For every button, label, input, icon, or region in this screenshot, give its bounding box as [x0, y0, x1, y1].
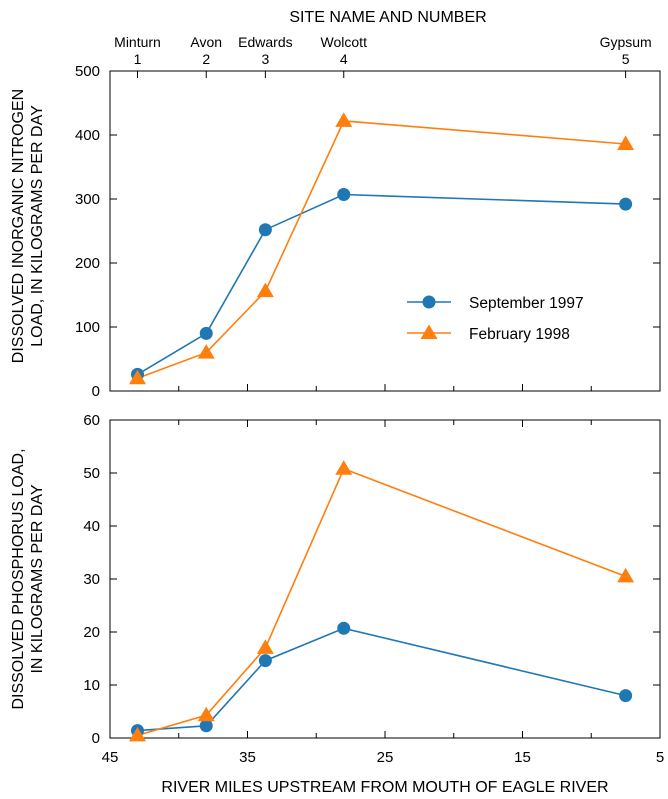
phosphorus-february-point: [197, 706, 215, 722]
nitrogen-y-tick-label: 500: [75, 63, 100, 80]
x-tick-label: 25: [377, 749, 394, 766]
x-axis-label: RIVER MILES UPSTREAM FROM MOUTH OF EAGLE…: [161, 779, 608, 796]
phosphorus-y-tick-label: 50: [83, 465, 100, 482]
nitrogen-september-point: [199, 326, 213, 340]
phosphorus-september-point: [619, 689, 633, 703]
site-number-label: 5: [622, 51, 630, 67]
phosphorus-panel: 0 10 20 30 40 50 60 45 35 25 15 5 DISSOLVED PHOSPHO…: [10, 412, 664, 796]
nitrogen-y-tick-label: 200: [75, 255, 100, 272]
nitrogen-y-axis-label-line-1: DISSOLVED INORGANIC NITROGEN: [10, 89, 27, 363]
nitrogen-february-point: [617, 135, 635, 150]
phosphorus-y-tick-label: 30: [83, 571, 100, 588]
phosphorus-y-axis-label-line-2: IN KILOGRAMS PER DAY: [29, 484, 46, 673]
nitrogen-february-point: [197, 344, 215, 359]
phosphorus-y-tick-label: 40: [83, 518, 100, 535]
nitrogen-y-tick-label: 0: [92, 383, 100, 400]
site-name-label: Minturn: [114, 34, 161, 50]
phosphorus-february-point: [129, 726, 146, 742]
site-number-label: 2: [202, 51, 210, 67]
site-number-label: 4: [340, 51, 348, 67]
x-tick-label: 35: [239, 749, 256, 766]
phosphorus-series: [129, 460, 635, 742]
phosphorus-axis-ticks: 0 10 20 30 40 50 60 45 35 25 15 5: [83, 412, 664, 766]
phosphorus-september-point: [199, 719, 213, 733]
legend-february-marker: [420, 324, 438, 339]
phosphorus-february-point: [617, 567, 635, 583]
legend: September 1997 February 1998: [407, 295, 584, 343]
phosphorus-y-tick-label: 0: [92, 730, 100, 747]
nitrogen-y-tick-label: 400: [75, 127, 100, 144]
nitrogen-february-point: [129, 369, 146, 385]
phosphorus-february-line: [137, 467, 626, 737]
nitrogen-september-point: [258, 223, 272, 237]
nitrogen-february-point: [256, 282, 274, 298]
phosphorus-february-point: [256, 639, 274, 654]
phosphorus-y-tick-label: 10: [83, 677, 100, 694]
nitrogen-series: [129, 112, 635, 385]
site-number-label: 1: [134, 51, 142, 67]
top-axis-title: SITE NAME AND NUMBER: [289, 9, 486, 26]
phosphorus-y-tick-label: 60: [83, 412, 100, 429]
nitrogen-february-point: [335, 112, 353, 127]
nitrogen-plot-frame: [109, 70, 661, 392]
nitrogen-y-axis-label-line-2: LOAD, IN KILOGRAMS PER DAY: [29, 105, 46, 347]
phosphorus-plot-frame: [109, 419, 661, 739]
nitrogen-september-point: [337, 188, 351, 202]
nitrogen-y-tick-label: 100: [75, 319, 100, 336]
phosphorus-september-point: [258, 654, 272, 668]
nitrogen-axis-ticks: 0 100 200 300 400 500: [75, 63, 661, 400]
site-name-label: Gypsum: [600, 34, 652, 50]
legend-september-label: September 1997: [469, 295, 584, 312]
legend-september-marker: [422, 295, 436, 309]
nitrogen-panel: 0 100 200 300 400 500 DISSOLVED INORGANIC NIT…: [10, 63, 661, 400]
nitrogen-september-point: [619, 197, 633, 211]
site-name-label: Avon: [190, 34, 222, 50]
legend-february-label: February 1998: [469, 326, 570, 343]
phosphorus-y-axis-label-line-1: DISSOLVED PHOSPHORUS LOAD,: [10, 448, 27, 709]
phosphorus-february-point: [335, 460, 353, 475]
x-tick-label: 5: [656, 749, 664, 766]
site-name-label: Wolcott: [321, 34, 368, 50]
phosphorus-y-tick-label: 20: [83, 624, 100, 641]
nitrogen-y-tick-label: 300: [75, 191, 100, 208]
phosphorus-september-point: [337, 621, 351, 635]
site-name-label: Edwards: [238, 34, 292, 50]
x-tick-label: 45: [102, 749, 119, 766]
site-number-label: 3: [261, 51, 269, 67]
x-tick-label: 15: [514, 749, 531, 766]
